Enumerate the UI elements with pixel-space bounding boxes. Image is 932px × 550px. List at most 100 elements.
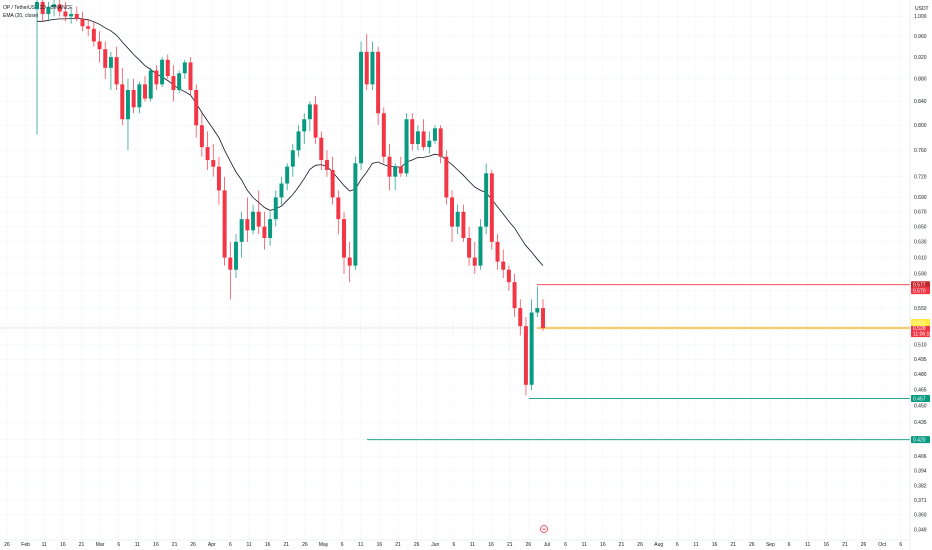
time-tick-label: 11 (246, 542, 251, 548)
time-tick-label: 11 (805, 542, 810, 548)
candle-body (245, 219, 250, 231)
candle-body (307, 104, 312, 120)
chart-grid (0, 0, 910, 540)
price-tick-label: 0.371 (914, 498, 927, 504)
time-tick-label: 6 (564, 542, 567, 548)
candle-body (103, 49, 108, 68)
candle-body (336, 197, 341, 220)
time-tick-label: Aug (654, 542, 663, 548)
time-tick-label: 26 (861, 542, 867, 548)
candle-body (165, 59, 170, 77)
ema-polyline (37, 17, 544, 266)
candle-body (370, 51, 375, 85)
scroll-to-realtime-icon[interactable] (540, 525, 548, 533)
candle-body (177, 73, 182, 91)
time-tick-label: 21 (172, 542, 178, 548)
candle-body (74, 13, 79, 19)
candle-body (97, 41, 102, 50)
horizontal-levels[interactable] (0, 284, 910, 441)
candle-body (467, 237, 472, 258)
candle-body (114, 57, 119, 85)
candle-body (80, 18, 85, 27)
time-tick-label: 16 (153, 542, 159, 548)
candle-body (125, 90, 130, 120)
price-tick-label: 0.840 (914, 99, 927, 105)
price-badge-text: 0.528 (913, 326, 926, 332)
candle-body (63, 11, 68, 17)
price-badge (911, 394, 930, 402)
ema-label: EMA (20, close) (3, 13, 39, 19)
candle-body (194, 90, 199, 126)
time-tick-label: 21 (619, 542, 625, 548)
time-axis[interactable]: 26 Feb 11 16 21 Mar 6 11 16 21 26 Apr 6 11 16 21 26 May 6 1… (0, 539, 910, 548)
time-tick-label: 11 (470, 542, 475, 548)
time-tick-label: Feb (21, 542, 30, 548)
candle-body (273, 197, 278, 220)
price-tick-label: 0.650 (914, 224, 927, 230)
price-tick-label: 0.360 (914, 513, 927, 519)
symbol-title: OP / TetherUS · 1D · BINANCE (3, 5, 73, 11)
candle-body (296, 131, 301, 151)
price-tick-label: 0.630 (914, 240, 927, 246)
price-tick-label: 0.382 (914, 484, 927, 490)
candle-body (319, 137, 324, 161)
time-tick-label: Oct (878, 542, 886, 548)
time-tick-label: 16 (823, 542, 829, 548)
candle-body (444, 156, 449, 198)
price-axis[interactable]: 1.000 0.960 0.920 0.880 0.840 0.800 0.760 0.720… (909, 0, 927, 550)
candle-body (330, 169, 335, 198)
time-tick-label: 16 (265, 542, 271, 548)
time-tick-label: 11 (693, 542, 698, 548)
candle-body (432, 128, 437, 141)
price-badge-text: 0.570 (913, 288, 926, 294)
price-tick-label: 0.394 (914, 469, 927, 475)
candle-body (268, 219, 273, 238)
price-tick-label: 0.590 (914, 272, 927, 278)
candle-body (387, 156, 392, 177)
price-tick-label: 0.349 (914, 528, 927, 534)
candle-body (364, 51, 369, 85)
candle-body (398, 166, 403, 174)
candle-body (523, 326, 528, 385)
price-tick-label: 0.465 (914, 388, 927, 394)
candle-body (359, 51, 364, 164)
price-tick-label: 0.495 (914, 357, 927, 363)
price-tick-label: 0.550 (914, 306, 927, 312)
candle-body (421, 131, 426, 148)
price-badge (911, 281, 930, 289)
price-badges: 0.577 0.528 0.457 0.420 0.570 0.531 11:06:10 (911, 281, 932, 443)
candle-body (342, 219, 347, 258)
candlestick-series[interactable] (35, 0, 545, 396)
time-tick-label: 26 (637, 542, 643, 548)
candle-body (290, 150, 295, 167)
price-tick-label: 0.610 (914, 255, 927, 261)
candle-body (69, 13, 74, 17)
candle-body (199, 125, 204, 148)
time-tick-label: 21 (730, 542, 736, 548)
time-tick-label: 6 (676, 542, 679, 548)
candle-body (188, 62, 193, 91)
candle-body (228, 257, 233, 270)
candle-body (461, 211, 466, 238)
price-tick-label: 0.760 (914, 148, 927, 154)
candle-body (171, 76, 176, 91)
price-badge-text: 0.457 (913, 396, 926, 402)
candle-body (450, 197, 455, 227)
time-tick-label: Sep (766, 542, 775, 548)
price-badge (911, 324, 930, 332)
candle-body (489, 173, 494, 242)
candle-body (40, 2, 45, 14)
time-tick-label: 11 (135, 542, 140, 548)
candle-body (57, 4, 62, 12)
time-tick-label: 21 (284, 542, 290, 548)
candle-body (154, 70, 159, 85)
candle-body (86, 26, 91, 29)
candle-body (484, 173, 489, 227)
candle-body (455, 211, 460, 227)
candle-body (108, 57, 113, 68)
candle-body (478, 226, 483, 266)
time-tick-label: 16 (488, 542, 494, 548)
price-badge (911, 330, 930, 338)
price-tick-label: 1.000 (914, 14, 927, 20)
